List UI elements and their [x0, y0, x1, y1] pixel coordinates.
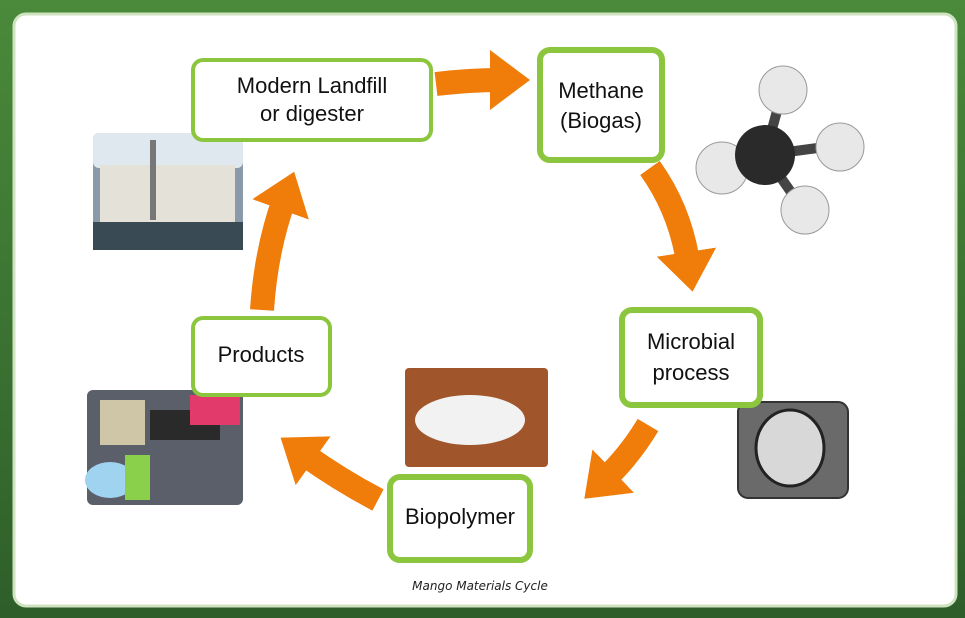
node-label: Methane [558, 78, 644, 103]
node-label: (Biogas) [560, 108, 642, 133]
node-label: Biopolymer [405, 504, 515, 529]
caption: Mango Materials Cycle [412, 579, 548, 593]
products-photo [85, 390, 243, 505]
node-box [540, 50, 662, 160]
node-label: Microbial [647, 329, 735, 354]
arrow [436, 80, 500, 84]
landfill-photo [93, 133, 243, 250]
microscope-photo [738, 402, 848, 498]
page: Modern Landfill or digester Methane (Bio… [0, 0, 965, 618]
node-label: Modern Landfill [237, 73, 387, 98]
node-label: or digester [260, 101, 364, 126]
node-box [622, 310, 760, 405]
powder-photo [405, 368, 548, 467]
diagram: Modern Landfill or digester Methane (Bio… [0, 0, 965, 618]
node-label: process [652, 360, 729, 385]
node-label: Products [218, 342, 305, 367]
